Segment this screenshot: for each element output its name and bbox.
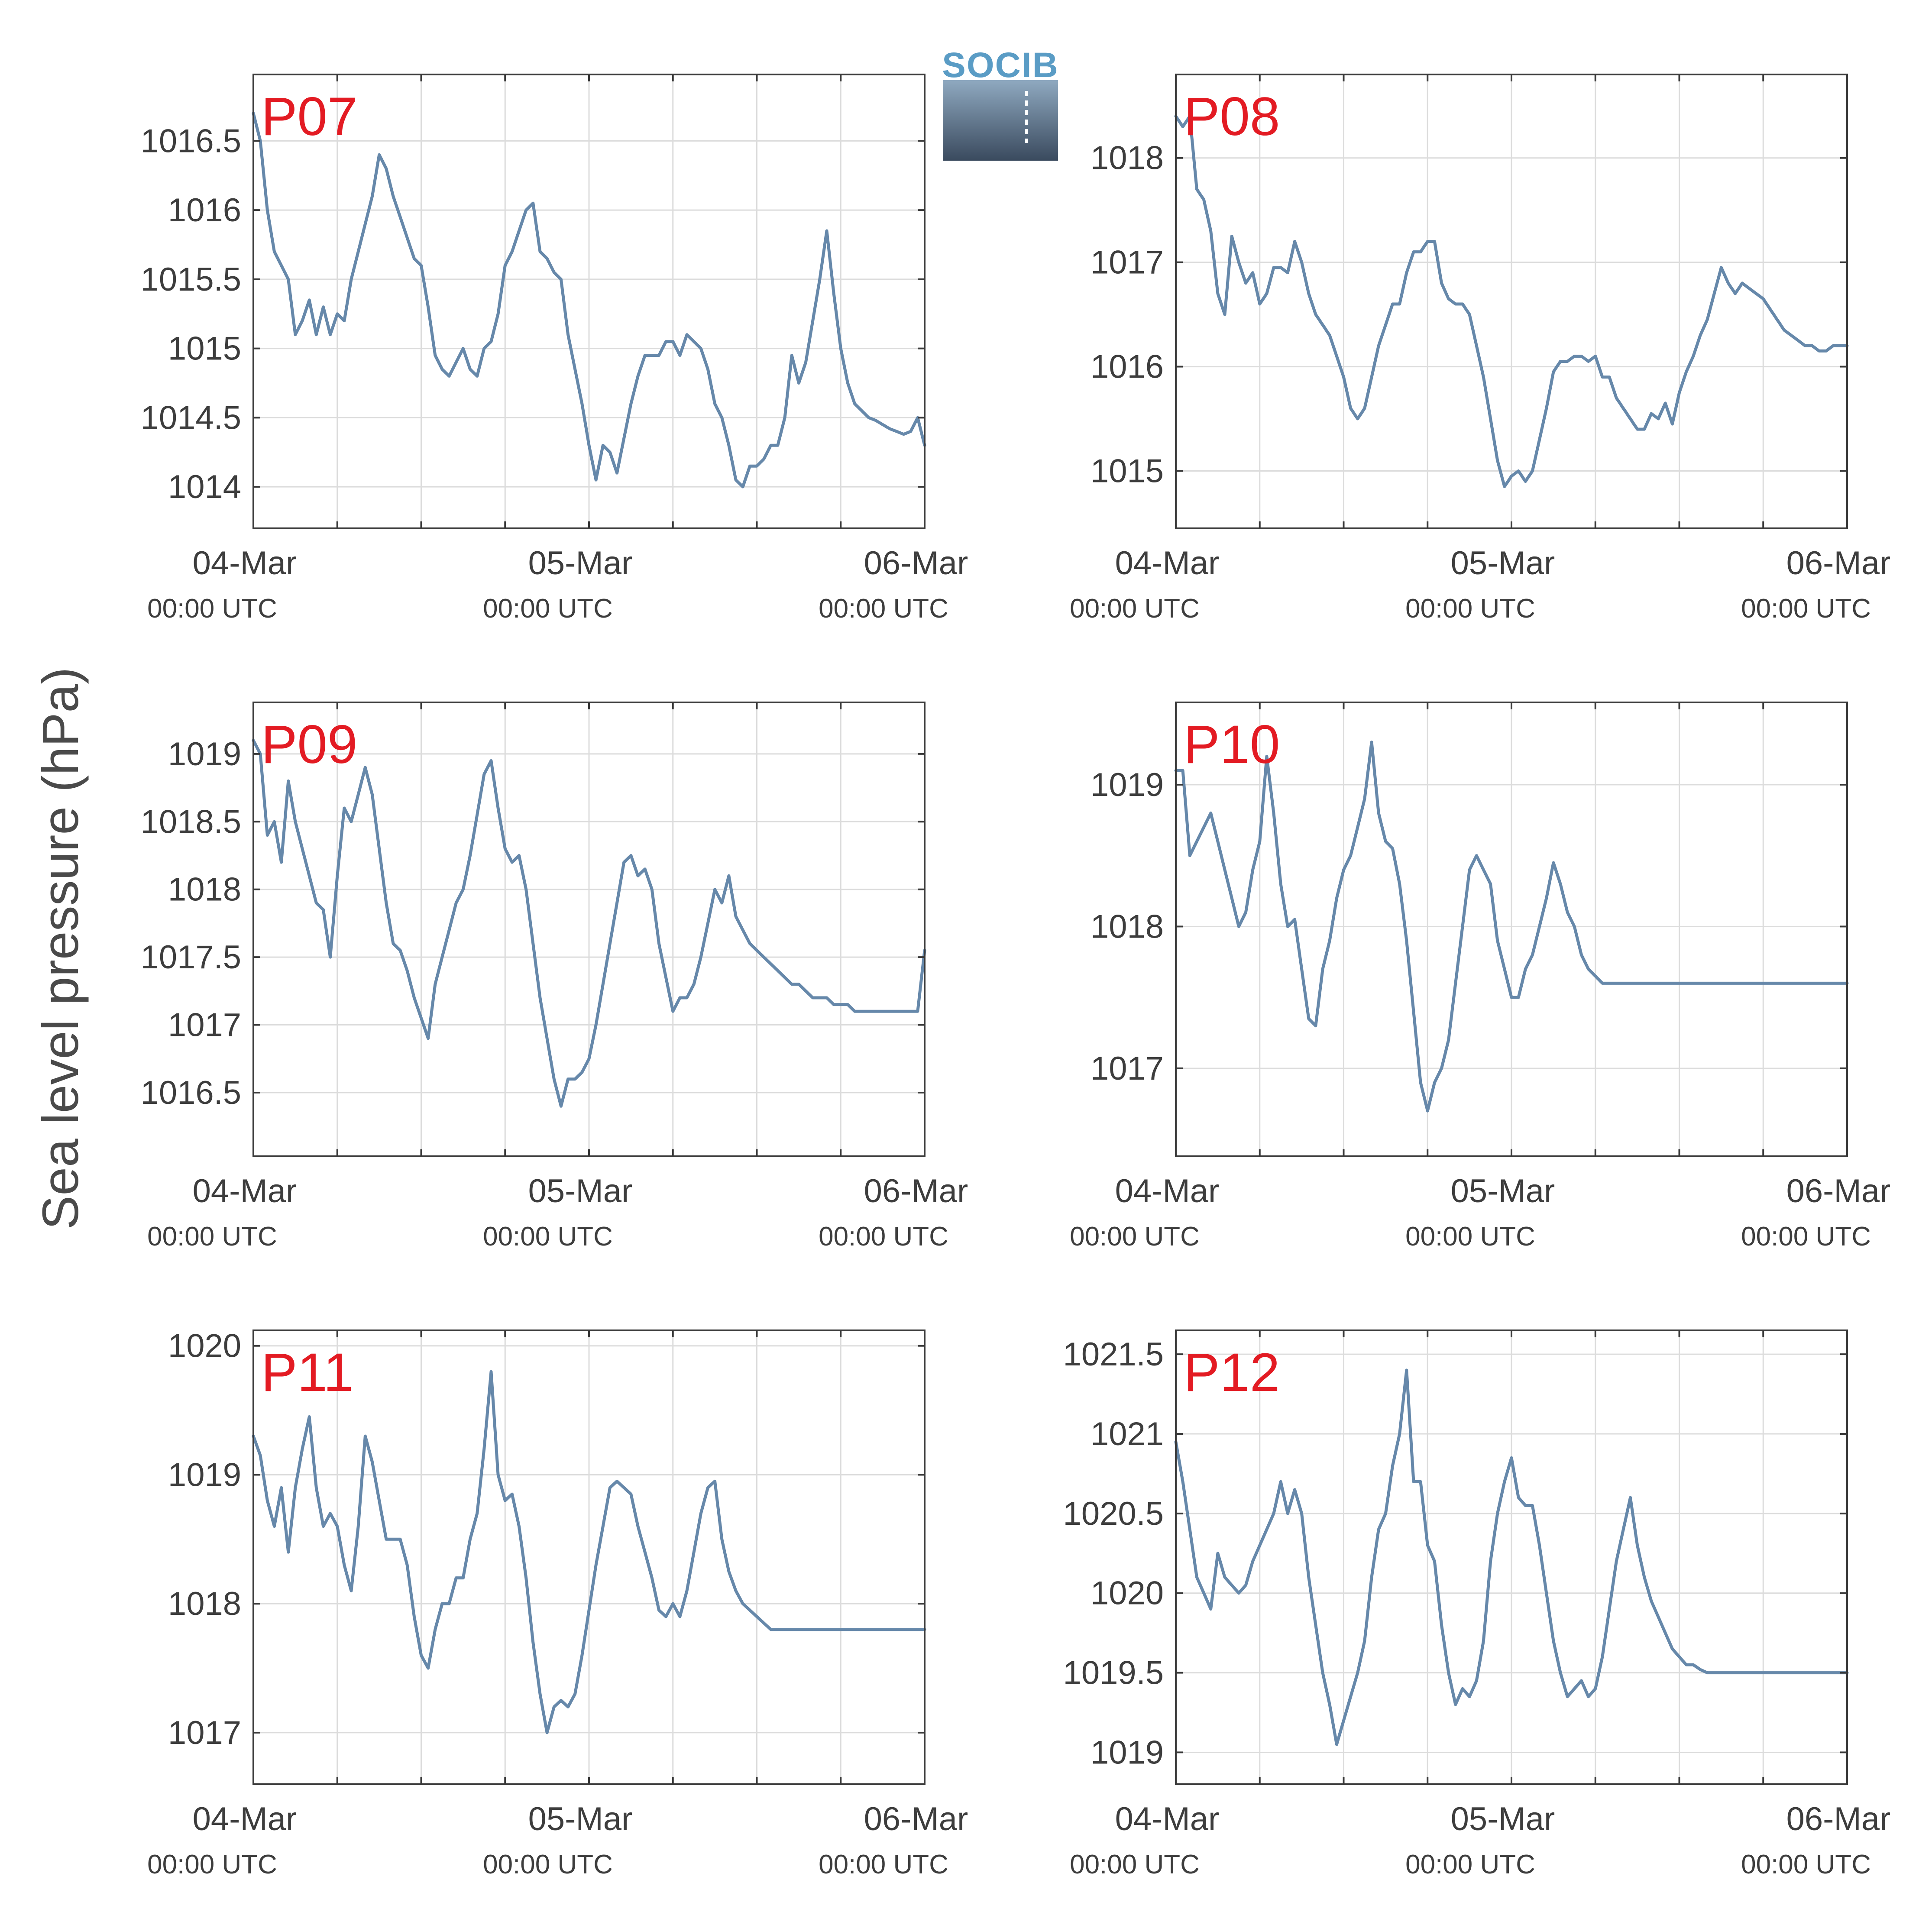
y-tick-label: 1017 — [168, 1714, 241, 1751]
y-tick-label: 1015.5 — [141, 261, 241, 298]
y-tick-label: 1016.5 — [141, 123, 241, 159]
x-time-label: 00:00 UTC — [1741, 1850, 1871, 1879]
x-time-label: 00:00 UTC — [483, 1222, 613, 1252]
pressure-series-line — [252, 1370, 926, 1734]
socib-logo: SOCIB — [942, 45, 1059, 161]
x-date-label: 06-Mar — [1786, 1173, 1891, 1210]
x-date-label: 06-Mar — [1786, 1801, 1891, 1837]
y-tick-label: 1014 — [168, 469, 241, 505]
station-label: P12 — [1184, 1342, 1280, 1403]
station-label: P10 — [1184, 715, 1280, 775]
y-axis-label: Sea level pressure (hPa) — [32, 667, 89, 1230]
x-time-label: 00:00 UTC — [1070, 1222, 1200, 1252]
panel-p09: 1016.5 1017 1017.5 1018 1018.5 1019 04-Mar 00:0… — [141, 702, 968, 1252]
station-label: P09 — [261, 715, 357, 775]
pressure-series-line — [1174, 741, 1849, 1113]
y-tick-label: 1015 — [1091, 453, 1164, 489]
logo-gradient-block — [943, 80, 1058, 161]
x-time-label: 00:00 UTC — [483, 594, 613, 624]
y-tick-label: 1020 — [1091, 1575, 1164, 1612]
y-tick-label: 1015 — [168, 330, 241, 367]
x-time-label: 00:00 UTC — [147, 1222, 277, 1252]
pressure-series-line — [252, 112, 926, 488]
x-date-label: 05-Mar — [1451, 545, 1555, 582]
x-time-label: 00:00 UTC — [147, 594, 277, 624]
pressure-series-line — [1174, 114, 1849, 488]
x-date-label: 04-Mar — [1115, 1801, 1220, 1837]
y-tick-label: 1019 — [168, 736, 241, 773]
panel-p12: 1019 1019.5 1020 1020.5 1021 1021.5 04-Mar 00:0… — [1063, 1330, 1891, 1879]
x-date-label: 05-Mar — [528, 1801, 633, 1837]
y-tick-label: 1018 — [1091, 908, 1164, 945]
x-time-label: 00:00 UTC — [147, 1850, 277, 1879]
x-time-label: 00:00 UTC — [1405, 1850, 1535, 1879]
y-tick-label: 1020.5 — [1063, 1495, 1164, 1532]
x-date-label: 05-Mar — [528, 545, 633, 582]
x-date-label: 04-Mar — [1115, 545, 1220, 582]
y-tick-label: 1017 — [168, 1007, 241, 1044]
y-tick-label: 1017 — [1091, 1050, 1164, 1087]
station-label: P11 — [261, 1342, 353, 1403]
y-tick-label: 1016 — [1091, 349, 1164, 385]
x-date-label: 04-Mar — [1115, 1173, 1220, 1210]
x-time-label: 00:00 UTC — [1070, 1850, 1200, 1879]
station-label: P08 — [1184, 87, 1280, 147]
panel-p08: 1015 1016 1017 1018 04-Mar 00:00 UTC 05-Mar 00:… — [1070, 74, 1890, 624]
x-time-label: 00:00 UTC — [819, 594, 948, 624]
x-date-label: 05-Mar — [1451, 1801, 1555, 1837]
y-tick-label: 1021 — [1091, 1416, 1164, 1452]
x-date-label: 04-Mar — [193, 1173, 297, 1210]
x-time-label: 00:00 UTC — [1405, 1222, 1535, 1252]
panel-p07: 1014 1014.5 1015 1015.5 1016 1016.5 04-Mar 00:0… — [141, 74, 968, 624]
x-date-label: 05-Mar — [528, 1173, 633, 1210]
x-date-label: 06-Mar — [864, 545, 968, 582]
x-time-label: 00:00 UTC — [1405, 594, 1535, 624]
y-tick-label: 1018 — [168, 1585, 241, 1622]
x-time-label: 00:00 UTC — [1741, 594, 1871, 624]
y-tick-label: 1014.5 — [141, 399, 241, 436]
x-time-label: 00:00 UTC — [483, 1850, 613, 1879]
panel-p11: 1017 1018 1019 1020 04-Mar 00:00 UTC 05-Mar 00:… — [147, 1328, 968, 1879]
y-tick-label: 1017.5 — [141, 939, 241, 976]
y-tick-label: 1018 — [1091, 140, 1164, 177]
y-tick-label: 1020 — [168, 1328, 241, 1365]
y-tick-label: 1016 — [168, 192, 241, 229]
pressure-series-line — [252, 739, 926, 1108]
x-date-label: 06-Mar — [864, 1801, 968, 1837]
x-date-label: 04-Mar — [193, 1801, 297, 1837]
logo-text: SOCIB — [942, 45, 1059, 85]
y-tick-label: 1019 — [168, 1456, 241, 1493]
y-tick-label: 1017 — [1091, 244, 1164, 281]
x-date-label: 04-Mar — [193, 545, 297, 582]
y-tick-label: 1018 — [168, 871, 241, 908]
y-tick-label: 1021.5 — [1063, 1336, 1164, 1373]
x-time-label: 00:00 UTC — [1070, 594, 1200, 624]
x-time-label: 00:00 UTC — [819, 1850, 948, 1879]
pressure-series-line — [1174, 1368, 1849, 1746]
station-label: P07 — [261, 87, 357, 147]
x-time-label: 00:00 UTC — [1741, 1222, 1871, 1252]
y-tick-label: 1019.5 — [1063, 1655, 1164, 1692]
x-date-label: 05-Mar — [1451, 1173, 1555, 1210]
x-date-label: 06-Mar — [864, 1173, 968, 1210]
x-date-label: 06-Mar — [1786, 545, 1891, 582]
y-tick-label: 1019 — [1091, 767, 1164, 803]
y-tick-label: 1016.5 — [141, 1074, 241, 1111]
x-time-label: 00:00 UTC — [819, 1222, 948, 1252]
panel-p10: 1017 1018 1019 04-Mar 00:00 UTC 05-Mar 00:00 U… — [1070, 702, 1890, 1252]
panel-grid: 1014 1014.5 1015 1015.5 1016 1016.5 04-Mar 00:0… — [141, 74, 1891, 1879]
y-tick-label: 1018.5 — [141, 803, 241, 840]
y-tick-label: 1019 — [1091, 1734, 1164, 1771]
